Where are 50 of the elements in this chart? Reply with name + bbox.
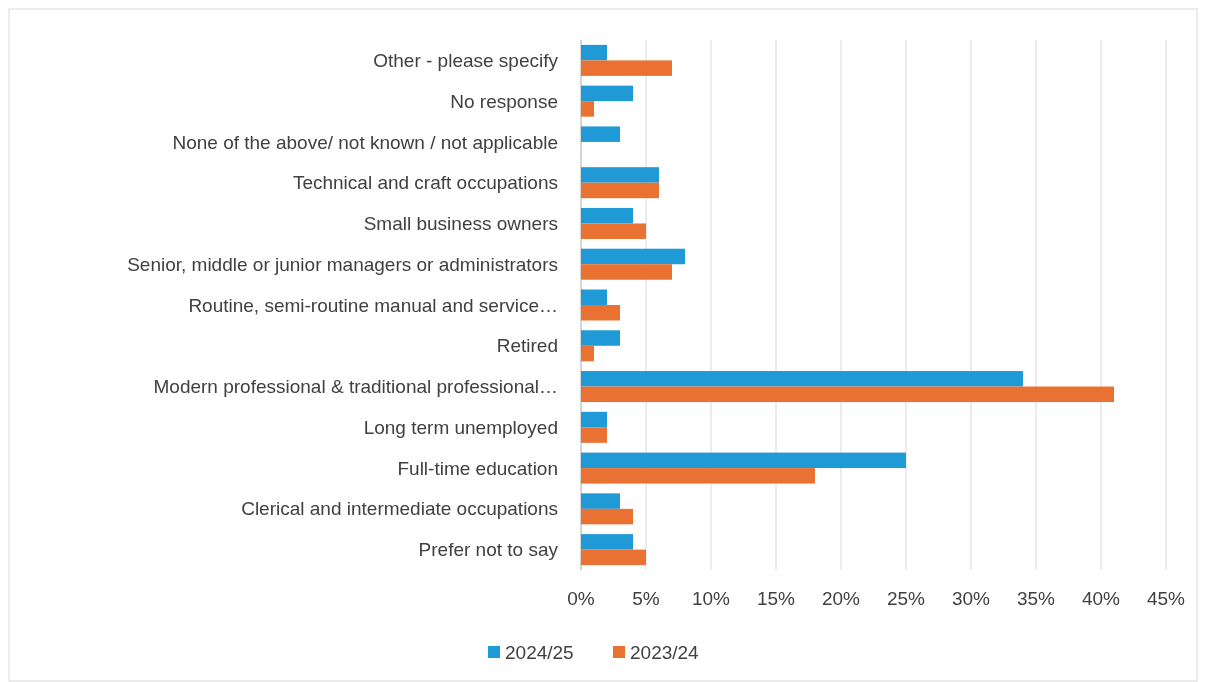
x-tick-label: 30% bbox=[951, 587, 991, 609]
y-tick-label: Retired bbox=[496, 335, 558, 357]
x-tick-label: 45% bbox=[1146, 587, 1186, 609]
bar bbox=[581, 371, 1023, 387]
x-tick-label: 5% bbox=[632, 587, 660, 609]
bar bbox=[581, 330, 620, 346]
bar bbox=[581, 60, 672, 76]
y-tick-label: Full-time education bbox=[397, 457, 558, 479]
bar bbox=[581, 101, 594, 117]
bar bbox=[581, 167, 659, 183]
y-tick-label: Long term unemployed bbox=[363, 416, 558, 438]
y-tick-label: None of the above/ not known / not applicable bbox=[172, 131, 558, 153]
x-tick-label: 15% bbox=[756, 587, 796, 609]
bar bbox=[581, 305, 620, 321]
x-tick-label: 20% bbox=[821, 587, 861, 609]
x-tick-label: 35% bbox=[1016, 587, 1056, 609]
y-tick-label: Senior, middle or junior managers or administrators bbox=[127, 253, 558, 275]
x-tick-label: 0% bbox=[567, 587, 595, 609]
y-tick-label: No response bbox=[450, 90, 558, 112]
bar bbox=[581, 549, 646, 566]
x-tick-label: 10% bbox=[691, 587, 731, 609]
bar bbox=[581, 534, 633, 550]
bar bbox=[581, 508, 633, 525]
bar bbox=[581, 427, 607, 443]
bar bbox=[581, 493, 620, 509]
x-tick-label: 25% bbox=[886, 587, 926, 609]
bar bbox=[581, 85, 633, 102]
bar bbox=[581, 386, 1114, 403]
bar bbox=[581, 44, 607, 61]
bar bbox=[581, 468, 815, 484]
bar bbox=[581, 289, 607, 305]
x-tick-label: 40% bbox=[1081, 587, 1121, 609]
y-tick-label: Routine, semi-routine manual and service… bbox=[188, 294, 558, 316]
bar bbox=[581, 452, 906, 469]
y-tick-label: Prefer not to say bbox=[418, 539, 559, 561]
bar bbox=[581, 264, 672, 280]
y-tick-label: Other - please specify bbox=[373, 50, 559, 72]
bar bbox=[581, 182, 659, 199]
bar bbox=[581, 345, 594, 362]
y-tick-label: Modern professional & traditional professional… bbox=[153, 376, 558, 398]
legend-label: 2023/24 bbox=[630, 641, 700, 663]
bar bbox=[581, 207, 633, 224]
bar bbox=[581, 411, 607, 428]
y-tick-label: Small business owners bbox=[363, 213, 558, 235]
y-tick-label: Clerical and intermediate occupations bbox=[241, 498, 558, 520]
bar bbox=[581, 223, 646, 239]
bar bbox=[581, 248, 685, 265]
bar bbox=[581, 126, 620, 142]
y-tick-label: Technical and craft occupations bbox=[292, 172, 558, 194]
legend-label: 2024/25 bbox=[505, 641, 574, 663]
